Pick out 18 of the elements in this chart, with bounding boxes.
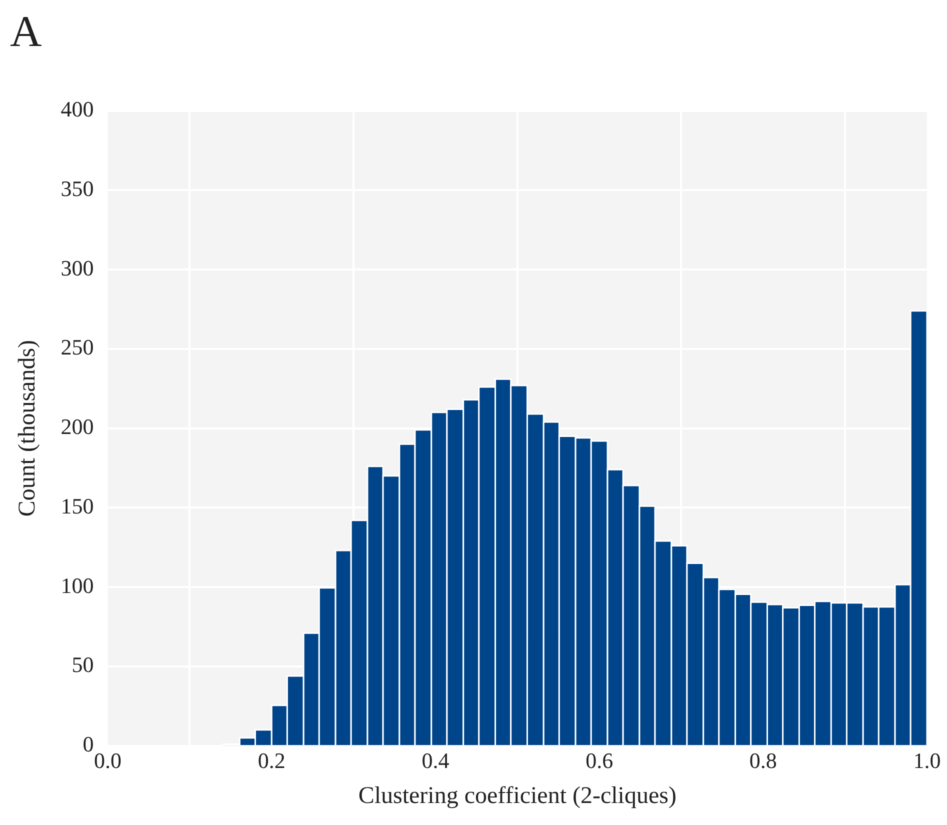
- x-tick-label: 0.4: [422, 748, 450, 773]
- y-tick-label: 400: [60, 96, 94, 122]
- y-tick-label: 350: [60, 176, 94, 201]
- y-tick-label: 200: [60, 414, 94, 440]
- x-tick-label: 0.2: [258, 748, 286, 773]
- y-tick-label: 150: [60, 493, 94, 518]
- y-tick-label: 0: [82, 732, 94, 757]
- x-tick-label: 1.0: [913, 748, 941, 773]
- x-tick-label: 0.6: [586, 748, 614, 773]
- y-tick-label: 250: [60, 334, 94, 360]
- x-tick-label: 0.8: [749, 748, 777, 773]
- y-tick-label: 50: [72, 652, 94, 678]
- x-axis-title: Clustering coefficient (2-cliques): [358, 782, 676, 809]
- x-tick-label: 0.0: [94, 748, 122, 773]
- y-axis-title: Count (thousands): [14, 340, 41, 517]
- y-tick-label: 100: [60, 572, 94, 598]
- y-tick-label: 300: [60, 255, 94, 280]
- chart-title: A: [10, 6, 42, 56]
